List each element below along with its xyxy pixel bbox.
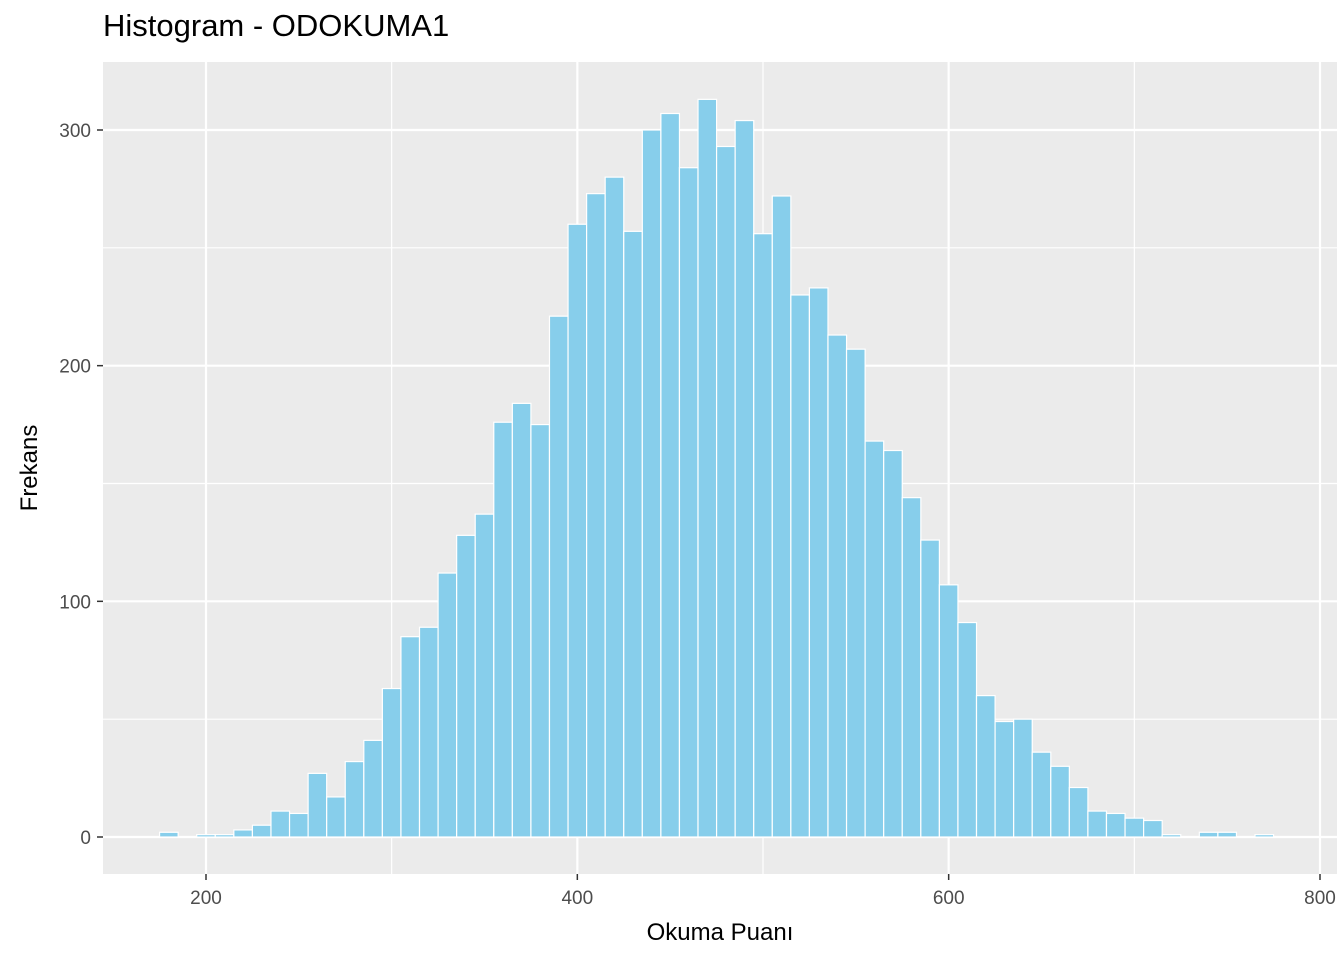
histogram-bar [975, 694, 996, 838]
histogram-bar [734, 119, 755, 838]
y-tick-label: 300 [59, 121, 91, 142]
histogram-bar [1217, 831, 1238, 838]
histogram-bar [344, 760, 365, 838]
histogram-bar [530, 423, 551, 838]
histogram-bar [474, 513, 495, 838]
histogram-bar [957, 621, 978, 838]
histogram-bar [1068, 786, 1089, 838]
histogram-bar [678, 167, 699, 838]
x-tick-label: 800 [1304, 888, 1336, 909]
histogram-bar [400, 636, 421, 838]
histogram-bar [270, 810, 291, 838]
histogram-bar [1198, 831, 1219, 838]
histogram-bar [437, 572, 458, 838]
histogram-bar [326, 796, 346, 838]
histogram-bar [697, 98, 718, 838]
histogram-bar [196, 834, 216, 838]
histogram-bar [307, 772, 328, 838]
x-axis-title: Okuma Puanı [647, 919, 794, 946]
y-axis-title: Frekans [16, 425, 43, 512]
histogram-bar [753, 233, 773, 838]
histogram-bar [623, 230, 643, 838]
histogram-bar [827, 334, 848, 838]
histogram-bar [586, 193, 606, 838]
x-axis: 200 400 600 800 [190, 874, 1336, 909]
histogram-bar [1031, 751, 1052, 838]
histogram-bar [1254, 834, 1275, 838]
y-axis: 0 100 200 300 [59, 121, 103, 849]
histogram-bar [418, 626, 439, 838]
histogram-bar [1124, 817, 1145, 838]
histogram-bar [790, 294, 811, 838]
y-tick-label: 200 [59, 357, 91, 378]
histogram-bar [158, 831, 179, 838]
x-tick-label: 400 [561, 888, 593, 909]
histogram-bar [214, 834, 235, 838]
x-tick-label: 200 [190, 888, 222, 909]
histogram-bar [641, 129, 662, 838]
histogram-bar [660, 112, 681, 838]
histogram-bar [994, 720, 1015, 838]
histogram-bar [548, 315, 569, 838]
x-tick-label: 600 [933, 888, 965, 909]
histogram-bar [1013, 718, 1033, 838]
histogram-bar [938, 584, 959, 838]
histogram-bar [864, 440, 885, 838]
histogram-bar [715, 145, 736, 838]
histogram-bar [511, 402, 532, 838]
histogram-bar [456, 534, 476, 838]
histogram-bar [1087, 810, 1108, 838]
y-tick-label: 100 [59, 592, 91, 613]
histogram-bar [363, 739, 383, 838]
chart-title: Histogram - ODOKUMA1 [103, 8, 450, 43]
histogram-bar [233, 829, 254, 838]
histogram-bar [845, 348, 866, 838]
histogram-bar [1161, 834, 1182, 838]
histogram-bar [920, 539, 940, 838]
histogram-bar [883, 449, 903, 838]
histogram-bar [808, 287, 829, 838]
histogram-bar [901, 497, 922, 838]
histogram-bar [381, 687, 402, 838]
histogram-bar [493, 421, 513, 838]
histogram-bar [251, 824, 272, 838]
y-tick-label: 0 [80, 828, 91, 849]
histogram-bars [158, 98, 1275, 838]
histogram-bar [1143, 819, 1163, 838]
histogram-bar [567, 223, 588, 838]
histogram-bar [1105, 812, 1126, 838]
histogram-bar [288, 812, 309, 838]
histogram-bar [604, 176, 625, 838]
histogram-bar [1050, 765, 1070, 838]
histogram-bar [771, 195, 792, 838]
